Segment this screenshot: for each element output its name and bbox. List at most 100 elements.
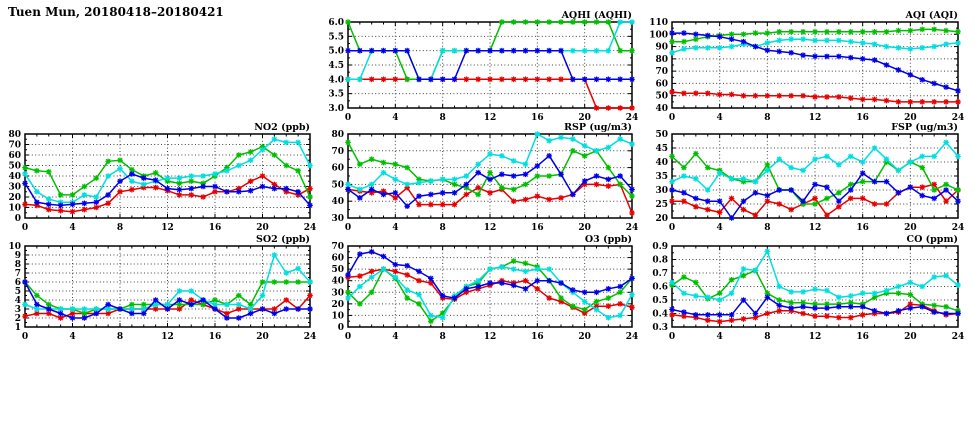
svg-text:10: 10 [8,242,21,252]
svg-text:8: 8 [764,332,770,342]
series-blue-markers [22,171,313,209]
series-cyan [669,139,961,193]
svg-text:20: 20 [578,223,591,233]
svg-text:16: 16 [209,332,222,342]
svg-text:8: 8 [117,332,123,342]
series-blue-markers [22,279,313,321]
svg-text:12: 12 [809,223,822,233]
svg-text:1: 1 [15,323,21,333]
svg-text:12: 12 [809,332,822,342]
svg-text:20: 20 [578,332,591,342]
svg-text:24: 24 [952,223,965,233]
svg-text:0: 0 [345,332,351,342]
svg-text:3.0: 3.0 [328,104,344,114]
series-blue [669,30,961,94]
axis-labels: 40 50 60 70 80 90 100 110 0 4 8 12 16 20 24 [649,18,964,123]
svg-text:16: 16 [209,223,222,233]
svg-text:16: 16 [856,223,869,233]
series-blue-markers [669,30,961,94]
svg-text:25: 25 [655,200,668,210]
svg-text:4: 4 [15,296,21,306]
chart-aqi: 40 50 60 70 80 90 100 110 0 4 8 12 16 20 24 AQI (AQI) [649,10,964,123]
svg-text:70: 70 [655,67,668,77]
svg-text:60: 60 [331,254,344,264]
svg-text:5: 5 [15,287,21,297]
svg-text:30: 30 [331,214,344,224]
svg-text:40: 40 [8,172,21,182]
axis-labels: 30 40 50 60 70 80 0 4 8 12 16 20 24 [331,130,638,233]
svg-text:4: 4 [392,223,398,233]
series-blue [669,294,961,318]
svg-text:0.5: 0.5 [652,296,668,306]
svg-text:5.5: 5.5 [328,32,344,42]
svg-text:4: 4 [392,332,398,342]
svg-text:24: 24 [626,113,639,123]
series-cyan [345,264,635,321]
svg-text:8: 8 [440,332,446,342]
svg-text:0: 0 [669,223,675,233]
svg-text:0: 0 [345,113,351,123]
svg-text:24: 24 [952,113,965,123]
svg-text:3.5: 3.5 [328,90,344,100]
svg-text:8: 8 [440,113,446,123]
svg-text:80: 80 [8,130,21,140]
svg-text:50: 50 [655,92,668,102]
series-cyan [669,36,961,56]
series-cyan-markers [345,131,635,193]
svg-text:4: 4 [69,223,75,233]
svg-text:0: 0 [669,332,675,342]
series-cyan [669,248,961,303]
series-blue-markers [345,47,635,83]
svg-text:45: 45 [655,144,668,154]
axis-labels: 20 25 30 35 40 45 50 0 4 8 12 16 20 24 [655,130,964,233]
svg-text:0: 0 [22,223,28,233]
svg-text:7: 7 [15,269,21,279]
svg-text:40: 40 [331,197,344,207]
svg-text:110: 110 [649,18,668,28]
svg-text:60: 60 [8,151,21,161]
svg-text:24: 24 [304,332,317,342]
chart-co: 0.3 0.4 0.5 0.6 0.7 0.8 0.9 0 4 8 12 16 20 24 CO (ppm) [652,234,964,342]
svg-text:20: 20 [256,332,269,342]
svg-text:10: 10 [331,311,344,321]
svg-text:70: 70 [331,242,344,252]
chart-title-rsp: RSP (ug/m3) [564,122,632,133]
svg-text:50: 50 [331,180,344,190]
svg-text:0.9: 0.9 [652,242,668,252]
svg-text:90: 90 [655,43,668,53]
series-cyan-markers [669,36,961,56]
svg-text:80: 80 [655,55,668,65]
svg-text:50: 50 [8,162,21,172]
svg-text:20: 20 [578,113,591,123]
series-cyan-markers [669,139,961,193]
series-blue [22,171,313,209]
series-blue [669,170,961,221]
svg-text:0.3: 0.3 [652,323,668,333]
svg-text:12: 12 [161,332,174,342]
svg-text:30: 30 [331,288,344,298]
svg-text:60: 60 [331,164,344,174]
svg-text:12: 12 [484,113,497,123]
svg-text:0: 0 [22,332,28,342]
chart-title-co: CO (ppm) [907,234,958,245]
chart-aqhi: 3.0 3.5 4.0 4.5 5.0 5.5 6.0 0 4 8 12 16 20 24 AQHI (AQ… [328,10,639,123]
svg-text:40: 40 [655,158,668,168]
svg-text:20: 20 [904,332,917,342]
svg-text:8: 8 [440,223,446,233]
series-red-markers [22,173,313,215]
svg-text:4: 4 [69,332,75,342]
svg-text:8: 8 [764,223,770,233]
svg-text:30: 30 [8,183,21,193]
svg-text:16: 16 [531,332,544,342]
chart-title-no2: NO2 (ppb) [254,122,310,133]
gridlines [348,22,632,108]
svg-text:20: 20 [904,223,917,233]
svg-text:70: 70 [331,147,344,157]
svg-text:40: 40 [655,104,668,114]
svg-text:0.8: 0.8 [652,256,668,266]
svg-text:16: 16 [856,332,869,342]
svg-text:50: 50 [655,130,668,140]
